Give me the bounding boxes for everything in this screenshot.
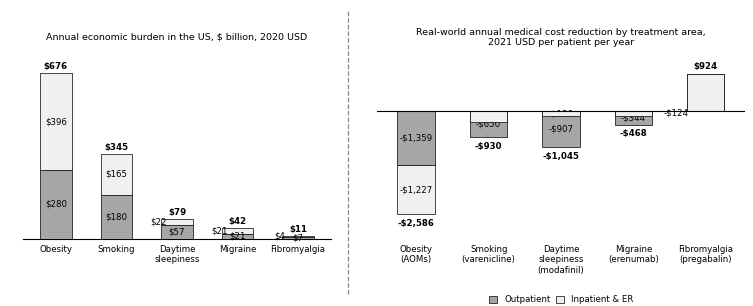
Text: -$124: -$124 [663,109,689,118]
Bar [687,74,724,111]
Bar [282,236,314,237]
Text: Annual economic burden in the US, $ billion, 2020 USD: Annual economic burden in the US, $ bill… [47,32,307,41]
Text: -$907: -$907 [548,125,574,133]
Bar [101,154,133,195]
Text: -$650: -$650 [476,119,501,129]
Text: $676: $676 [44,62,68,71]
Text: -$344: -$344 [620,113,646,122]
Text: $180: $180 [105,212,127,221]
Text: -$1,045: -$1,045 [543,152,579,161]
Bar [101,195,133,239]
Bar [614,111,652,116]
Bar [221,233,253,239]
Bar [398,165,435,214]
Bar [470,111,508,137]
Bar [161,225,193,239]
Bar [161,219,193,225]
Bar [40,170,72,239]
Text: -$930: -$930 [475,142,502,151]
Text: -$1,359: -$1,359 [400,134,433,143]
Text: Real-world annual medical cost reduction by treatment area,: Real-world annual medical cost reduction… [416,28,706,37]
Text: $4: $4 [274,232,285,241]
Bar [470,111,508,122]
Bar [282,237,314,239]
Text: $42: $42 [228,217,246,226]
Text: $165: $165 [105,170,127,179]
Bar [40,73,72,170]
Text: $924: $924 [695,88,717,97]
Text: $21: $21 [211,226,227,236]
Legend: Outpatient, Inpatient & ER: Outpatient, Inpatient & ER [485,292,637,306]
Text: $22: $22 [151,218,167,226]
Text: $21: $21 [229,232,245,241]
Text: $280: $280 [45,200,67,209]
Bar [398,111,435,165]
Bar [542,111,580,117]
Bar [614,111,652,125]
Text: -$2,586: -$2,586 [398,219,434,228]
Text: $345: $345 [105,143,129,152]
Text: -$138: -$138 [548,109,574,118]
Text: -$468: -$468 [620,129,648,139]
Text: -$280: -$280 [476,112,501,121]
Bar [687,74,724,111]
Text: -$1,227: -$1,227 [400,185,433,194]
Bar [542,111,580,147]
Text: $79: $79 [168,208,186,217]
Text: $11: $11 [289,225,307,233]
Text: $57: $57 [169,227,185,236]
Text: 2021 USD per patient per year: 2021 USD per patient per year [488,38,634,47]
Text: $396: $396 [45,117,67,126]
Text: $924: $924 [694,62,718,71]
Text: $7: $7 [292,233,303,242]
Bar [221,228,253,233]
